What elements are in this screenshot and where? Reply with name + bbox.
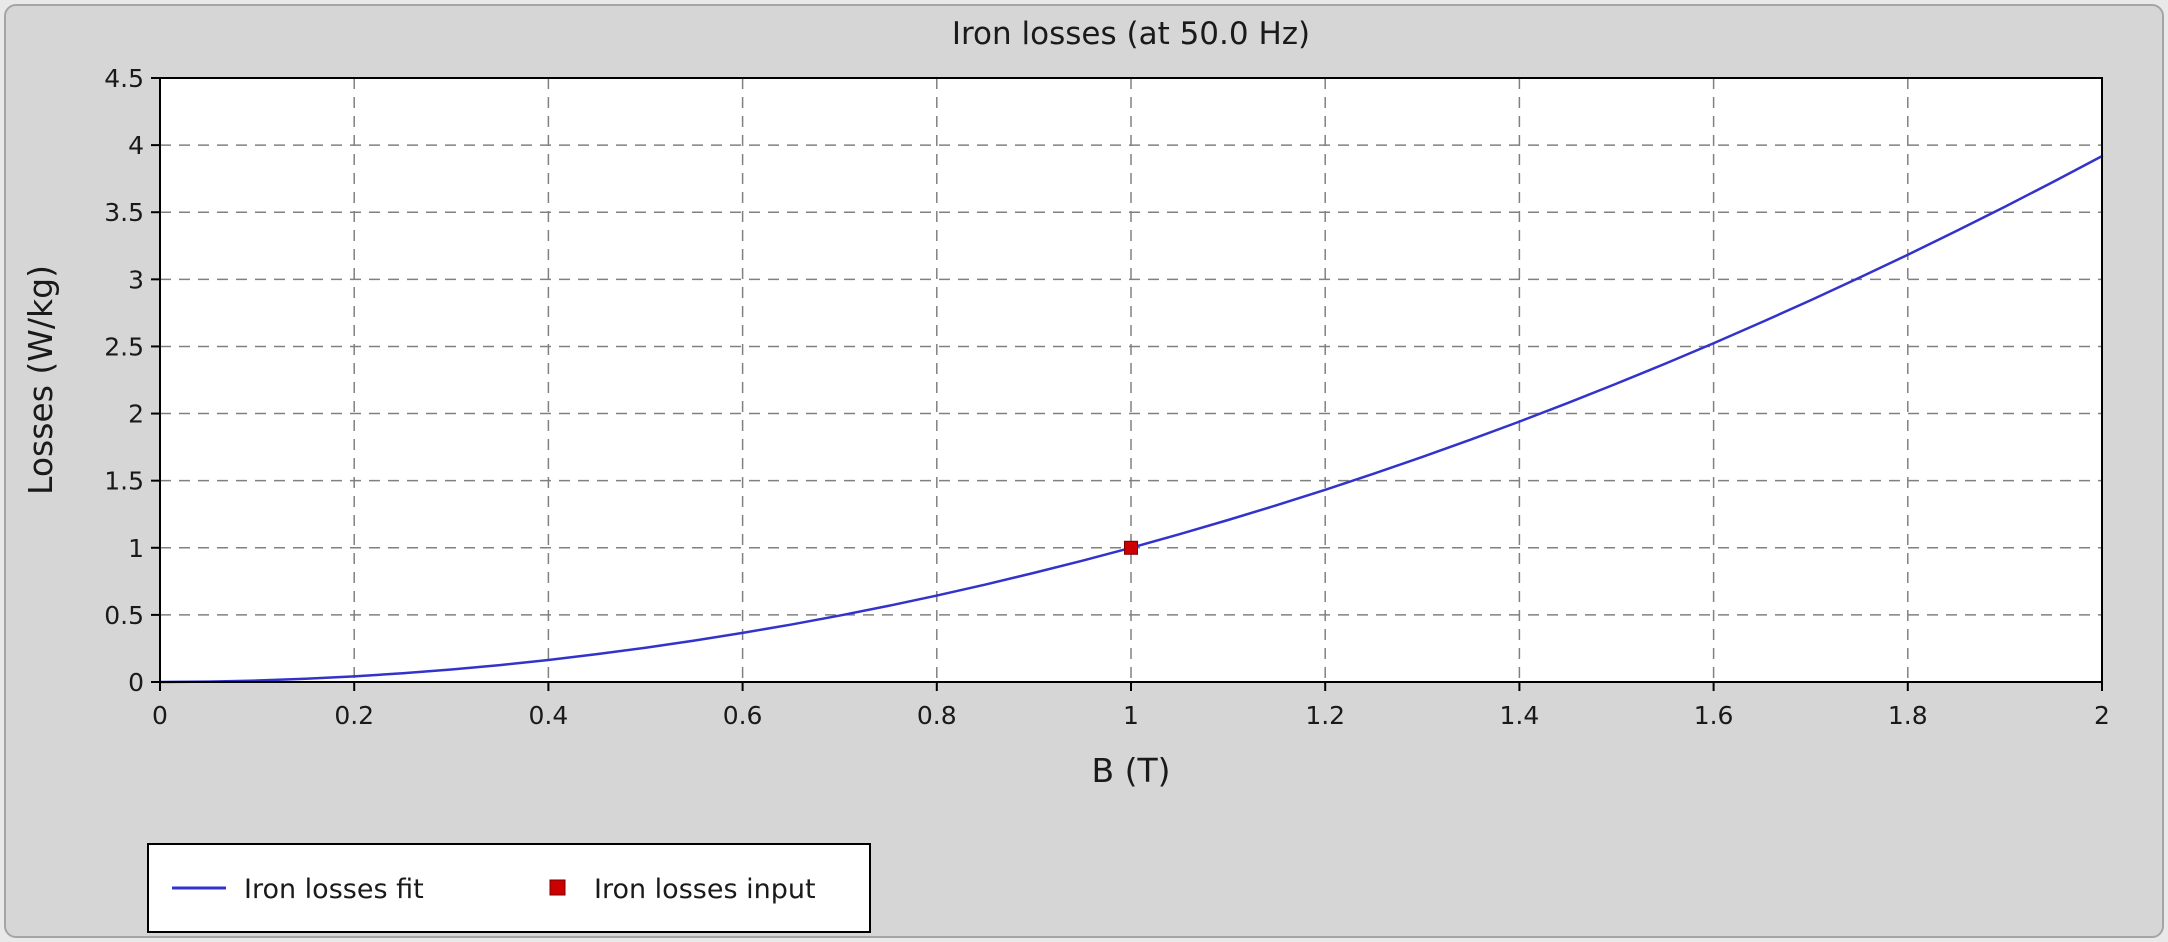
x-tick-label: 2 xyxy=(2094,701,2110,730)
y-tick-label: 1.5 xyxy=(104,467,144,496)
x-tick-label: 0.2 xyxy=(334,701,374,730)
chart-title: Iron losses (at 50.0 Hz) xyxy=(952,16,1310,52)
x-tick-label: 0.4 xyxy=(529,701,569,730)
y-tick-label: 3.5 xyxy=(104,198,144,227)
x-tick-label: 1.6 xyxy=(1694,701,1734,730)
y-tick-label: 3 xyxy=(128,265,144,294)
legend-label-input: Iron losses input xyxy=(594,874,816,905)
x-tick-label: 0.8 xyxy=(917,701,957,730)
y-tick-label: 2.5 xyxy=(104,332,144,361)
x-tick-label: 0 xyxy=(152,701,168,730)
y-tick-label: 0 xyxy=(128,668,144,697)
input-point-marker xyxy=(1124,540,1138,555)
plot-border xyxy=(159,77,2103,683)
legend: Iron losses fit Iron losses input xyxy=(147,843,871,933)
x-tick-label: 1.4 xyxy=(1500,701,1540,730)
x-tick-label: 1.8 xyxy=(1888,701,1928,730)
legend-label-fit: Iron losses fit xyxy=(244,874,424,905)
y-axis-label: Losses (W/kg) xyxy=(21,265,60,495)
x-axis-label: B (T) xyxy=(1091,751,1170,790)
y-tick-label: 0.5 xyxy=(104,601,144,630)
y-tick-label: 4 xyxy=(128,131,144,160)
y-tick-label: 1 xyxy=(128,534,144,563)
grid-lines xyxy=(160,78,2102,682)
y-tick-label: 2 xyxy=(128,400,144,429)
tick-labels: 0 0.2 0.4 0.6 0.8 1 1.2 1.4 1.6 1.8 2 0 0.5 1 1.5 2 2.5 3… xyxy=(104,64,2110,730)
x-tick-label: 1.2 xyxy=(1305,701,1345,730)
axis-ticks xyxy=(151,77,2103,691)
x-tick-label: 1 xyxy=(1123,701,1139,730)
data-series xyxy=(158,154,2104,684)
x-tick-label: 0.6 xyxy=(723,701,763,730)
legend-marker-sample xyxy=(549,879,566,896)
legend-box xyxy=(147,843,871,933)
y-tick-label: 4.5 xyxy=(104,64,144,93)
